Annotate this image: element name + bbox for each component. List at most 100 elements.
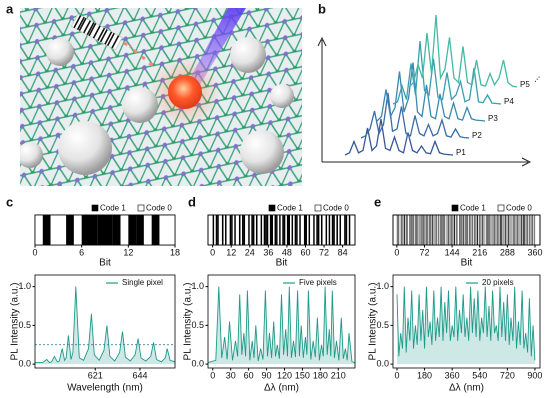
x-tick-label: 48 bbox=[282, 247, 292, 257]
legend-swatch bbox=[497, 204, 505, 212]
x-tick-label: 900 bbox=[527, 370, 542, 380]
bit bbox=[262, 215, 264, 245]
bit bbox=[327, 215, 329, 245]
bit bbox=[299, 215, 301, 245]
plot-frame bbox=[34, 274, 176, 369]
x-tick-label: 180 bbox=[417, 370, 432, 380]
bit bbox=[128, 215, 137, 245]
ellipsis: ... bbox=[529, 71, 543, 84]
bit bbox=[337, 215, 340, 245]
panel-label: e bbox=[374, 194, 381, 209]
legend-label: Five pixels bbox=[299, 278, 337, 287]
bit bbox=[58, 215, 67, 245]
bit bbox=[245, 215, 247, 245]
bit bbox=[294, 215, 297, 245]
legend-label: Single pixel bbox=[122, 278, 163, 287]
sphere bbox=[20, 142, 43, 168]
x-tick-label: 210 bbox=[331, 370, 346, 380]
legend-swatch bbox=[314, 204, 322, 212]
y-tick-label: 0.0 bbox=[376, 359, 389, 369]
bit bbox=[246, 215, 249, 245]
spectrum-line bbox=[207, 286, 356, 364]
bit bbox=[314, 215, 317, 245]
legend-label: Code 0 bbox=[323, 204, 349, 213]
sphere bbox=[270, 84, 294, 108]
x-tick-label: 150 bbox=[295, 370, 310, 380]
bit bbox=[265, 215, 267, 245]
bit bbox=[81, 215, 90, 245]
bit bbox=[350, 215, 352, 245]
bit bbox=[333, 215, 335, 245]
bit bbox=[348, 215, 351, 245]
x-tick-label: 84 bbox=[338, 247, 348, 257]
y-tick-label: 1.0 bbox=[18, 281, 31, 291]
bit bbox=[325, 215, 328, 245]
bit bbox=[212, 215, 215, 245]
bit bbox=[120, 215, 129, 245]
bit bbox=[328, 215, 331, 245]
y-tick-label: 1.0 bbox=[191, 281, 204, 291]
y-tick-label: 0.0 bbox=[191, 359, 204, 369]
x-tick-label: 144 bbox=[445, 247, 460, 257]
y-tick-label: 0.5 bbox=[376, 320, 389, 330]
x-tick-label: 0 bbox=[32, 247, 37, 257]
x-tick-label: 0 bbox=[210, 247, 215, 257]
bit bbox=[300, 215, 303, 245]
bit bbox=[313, 215, 315, 245]
bit bbox=[73, 215, 82, 245]
legend-label: Code 0 bbox=[146, 204, 172, 213]
bit bbox=[305, 215, 308, 245]
bit bbox=[316, 215, 318, 245]
bit bbox=[42, 215, 51, 245]
bit bbox=[238, 215, 241, 245]
bit bbox=[296, 215, 298, 245]
spectrum-line bbox=[376, 62, 486, 122]
bit bbox=[280, 215, 283, 245]
legend-label: Code 0 bbox=[506, 204, 532, 213]
bit bbox=[242, 215, 244, 245]
x-tick-label: 360 bbox=[445, 370, 460, 380]
bit bbox=[97, 215, 106, 245]
x-tick-label: 288 bbox=[500, 247, 515, 257]
bit bbox=[136, 215, 144, 245]
x-tick-label: 540 bbox=[472, 370, 487, 380]
x-tick-label: 180 bbox=[313, 370, 328, 380]
axis-label: PL Intensity (a.u.) bbox=[368, 283, 379, 361]
legend-label: Code 1 bbox=[100, 204, 126, 213]
bit bbox=[259, 215, 261, 245]
bit bbox=[215, 215, 218, 245]
bit bbox=[342, 215, 345, 245]
legend-swatch bbox=[268, 204, 276, 212]
bit bbox=[159, 215, 168, 245]
bit bbox=[217, 215, 219, 245]
bit bbox=[293, 215, 295, 245]
bit bbox=[269, 215, 272, 245]
bit bbox=[291, 215, 294, 245]
x-tick-label: 120 bbox=[277, 370, 292, 380]
sphere bbox=[122, 87, 158, 123]
series-label: P3 bbox=[488, 114, 498, 123]
bit bbox=[302, 215, 304, 245]
axis-label: PL Intensity (a.u.) bbox=[183, 283, 194, 361]
bit bbox=[288, 215, 291, 245]
x-tick-label: 24 bbox=[245, 247, 255, 257]
axis-label: Δλ (nm) bbox=[264, 383, 299, 394]
bit bbox=[303, 215, 306, 245]
bit bbox=[279, 215, 281, 245]
bit bbox=[276, 215, 278, 245]
emitter bbox=[168, 75, 202, 109]
bit bbox=[220, 215, 222, 245]
barcode-frame bbox=[34, 214, 176, 246]
barcode-frame bbox=[392, 214, 541, 246]
bit bbox=[237, 215, 239, 245]
legend-label: Code 1 bbox=[460, 204, 486, 213]
panel-label: a bbox=[6, 1, 14, 16]
panel-label: d bbox=[188, 194, 196, 209]
y-tick-label: 0.5 bbox=[18, 320, 31, 330]
x-tick-label: 216 bbox=[472, 247, 487, 257]
bit bbox=[297, 215, 300, 245]
bit bbox=[257, 215, 260, 245]
bit bbox=[260, 215, 263, 245]
bit bbox=[331, 215, 334, 245]
